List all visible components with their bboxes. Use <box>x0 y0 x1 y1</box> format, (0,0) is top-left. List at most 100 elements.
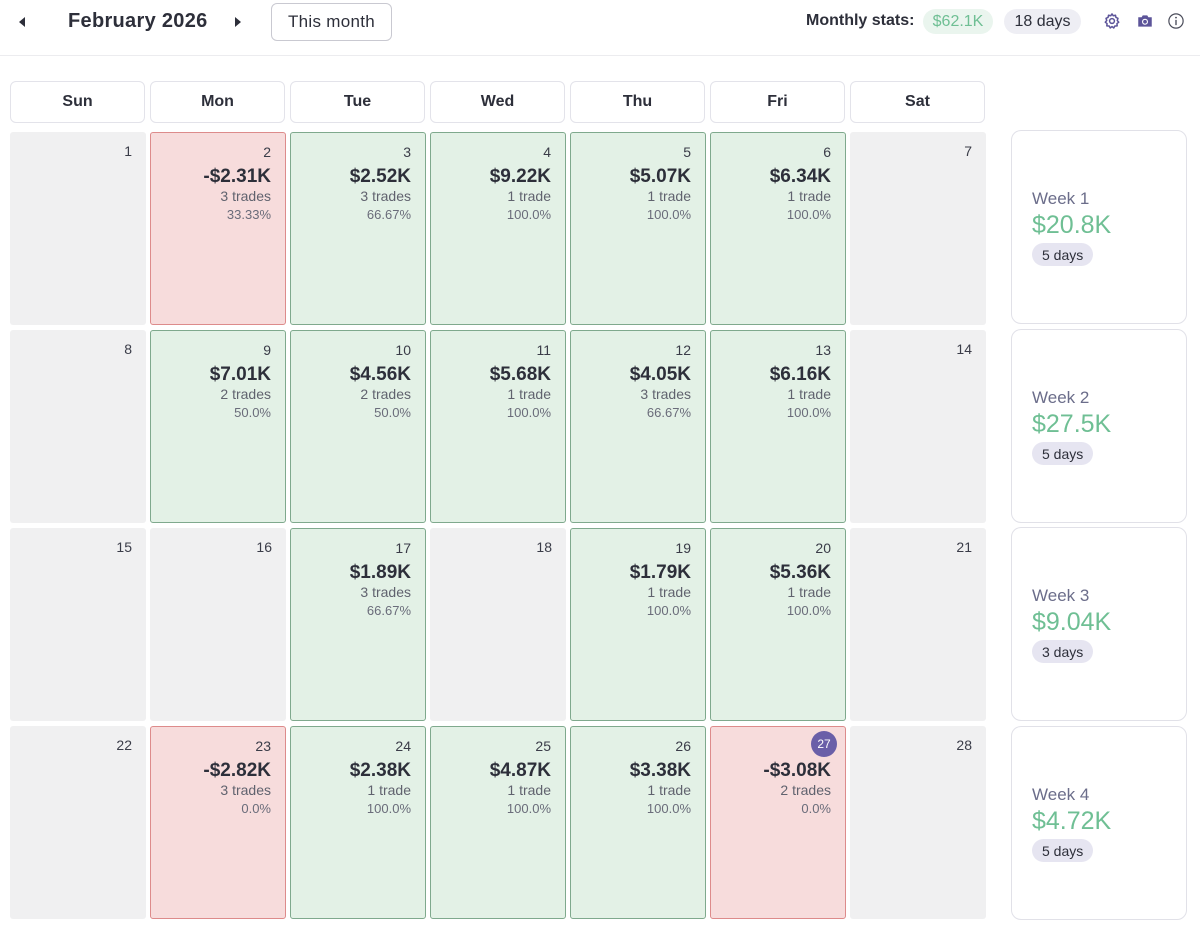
day-win-rate: 100.0% <box>506 405 551 420</box>
day-cell[interactable]: 14 <box>850 330 986 523</box>
week-summary-card[interactable]: Week 2 $27.5K 5 days <box>1011 329 1187 523</box>
day-cell[interactable]: 17 $1.89K 3 trades 66.67% <box>290 528 426 721</box>
day-cell[interactable]: 18 <box>430 528 566 721</box>
day-cell[interactable]: 11 $5.68K 1 trade 100.0% <box>430 330 566 523</box>
info-button[interactable] <box>1166 11 1186 31</box>
day-pnl: $1.79K <box>629 562 691 583</box>
caret-left-icon <box>19 17 25 27</box>
day-number: 28 <box>956 737 972 753</box>
day-win-rate: 100.0% <box>646 603 691 618</box>
day-cell[interactable]: 16 <box>150 528 286 721</box>
day-cell[interactable]: 5 $5.07K 1 trade 100.0% <box>570 132 706 325</box>
day-trade-count: 3 trades <box>360 584 411 600</box>
day-trade-count: 3 trades <box>360 188 411 204</box>
day-win-rate: 100.0% <box>786 207 831 222</box>
day-pnl: $5.36K <box>769 562 831 583</box>
previous-month-button[interactable] <box>10 10 34 34</box>
day-cell[interactable]: 15 <box>10 528 146 721</box>
week-summary-card[interactable]: Week 4 $4.72K 5 days <box>1011 726 1187 920</box>
day-cell[interactable]: 25 $4.87K 1 trade 100.0% <box>430 726 566 919</box>
day-win-rate: 100.0% <box>506 801 551 816</box>
day-cell[interactable]: 13 $6.16K 1 trade 100.0% <box>710 330 846 523</box>
day-number: 3 <box>403 144 411 160</box>
day-cell[interactable]: 22 <box>10 726 146 919</box>
day-cell[interactable]: 9 $7.01K 2 trades 50.0% <box>150 330 286 523</box>
day-win-rate: 100.0% <box>366 801 411 816</box>
day-trade-count: 2 trades <box>360 386 411 402</box>
day-pnl: -$2.82K <box>203 760 271 781</box>
day-cell[interactable]: 8 <box>10 330 146 523</box>
day-number: 24 <box>395 738 411 754</box>
day-cell[interactable]: 7 <box>850 132 986 325</box>
day-cell[interactable]: 27 -$3.08K 2 trades 0.0% <box>710 726 846 919</box>
day-number: 20 <box>815 540 831 556</box>
day-number: 7 <box>964 143 972 159</box>
day-cell[interactable]: 19 $1.79K 1 trade 100.0% <box>570 528 706 721</box>
day-trade-count: 1 trade <box>647 782 691 798</box>
day-cell[interactable]: 3 $2.52K 3 trades 66.67% <box>290 132 426 325</box>
week-summary-card[interactable]: Week 3 $9.04K 3 days <box>1011 527 1187 721</box>
day-win-rate: 100.0% <box>646 207 691 222</box>
day-number: 25 <box>535 738 551 754</box>
day-number: 4 <box>543 144 551 160</box>
day-pnl: $6.34K <box>769 166 831 187</box>
weekday-header-thu: Thu <box>570 81 705 123</box>
day-cell[interactable]: 28 <box>850 726 986 919</box>
day-number: 16 <box>256 539 272 555</box>
caret-right-icon <box>235 17 241 27</box>
day-pnl: $4.56K <box>349 364 411 385</box>
month-title: February 2026 <box>68 10 208 32</box>
day-trade-count: 1 trade <box>787 584 831 600</box>
day-cell[interactable]: 26 $3.38K 1 trade 100.0% <box>570 726 706 919</box>
day-cell[interactable]: 23 -$2.82K 3 trades 0.0% <box>150 726 286 919</box>
settings-button[interactable] <box>1102 11 1122 31</box>
day-cell[interactable]: 20 $5.36K 1 trade 100.0% <box>710 528 846 721</box>
week-label: Week 4 <box>1032 785 1090 804</box>
day-win-rate: 100.0% <box>506 207 551 222</box>
day-win-rate: 0.0% <box>241 801 271 816</box>
day-pnl: -$3.08K <box>763 760 831 781</box>
day-win-rate: 66.67% <box>366 603 411 618</box>
day-cell[interactable]: 12 $4.05K 3 trades 66.67% <box>570 330 706 523</box>
day-number: 17 <box>395 540 411 556</box>
week-pnl: $20.8K <box>1032 211 1112 239</box>
week-pnl: $9.04K <box>1032 608 1112 636</box>
day-cell[interactable]: 10 $4.56K 2 trades 50.0% <box>290 330 426 523</box>
screenshot-button[interactable] <box>1135 11 1155 31</box>
week-days-badge: 5 days <box>1032 442 1094 465</box>
day-win-rate: 100.0% <box>646 801 691 816</box>
gear-icon <box>1104 13 1120 29</box>
day-pnl: $9.22K <box>489 166 551 187</box>
day-cell[interactable]: 21 <box>850 528 986 721</box>
day-trade-count: 3 trades <box>220 188 271 204</box>
next-month-button[interactable] <box>226 10 250 34</box>
day-cell[interactable]: 2 -$2.31K 3 trades 33.33% <box>150 132 286 325</box>
day-win-rate: 100.0% <box>786 405 831 420</box>
weekday-header-wed: Wed <box>430 81 565 123</box>
day-win-rate: 0.0% <box>801 801 831 816</box>
day-pnl: $3.38K <box>629 760 691 781</box>
weekday-header-fri: Fri <box>710 81 845 123</box>
week-days-badge: 5 days <box>1032 243 1094 266</box>
week-pnl: $4.72K <box>1032 807 1112 835</box>
day-cell[interactable]: 4 $9.22K 1 trade 100.0% <box>430 132 566 325</box>
day-number: 15 <box>116 539 132 555</box>
day-number: 14 <box>956 341 972 357</box>
week-summary-card[interactable]: Week 1 $20.8K 5 days <box>1011 130 1187 324</box>
day-number: 9 <box>263 342 271 358</box>
day-trade-count: 1 trade <box>507 386 551 402</box>
day-number: 23 <box>255 738 271 754</box>
day-number: 5 <box>683 144 691 160</box>
day-number: 1 <box>124 143 132 159</box>
monthly-stats-label: Monthly stats: <box>806 12 915 29</box>
day-pnl: $5.07K <box>629 166 691 187</box>
this-month-button[interactable]: This month <box>271 3 392 41</box>
day-cell[interactable]: 24 $2.38K 1 trade 100.0% <box>290 726 426 919</box>
day-trade-count: 1 trade <box>507 782 551 798</box>
day-trade-count: 1 trade <box>367 782 411 798</box>
day-cell[interactable]: 6 $6.34K 1 trade 100.0% <box>710 132 846 325</box>
day-trade-count: 3 trades <box>220 782 271 798</box>
day-number: 6 <box>823 144 831 160</box>
day-win-rate: 33.33% <box>226 207 271 222</box>
day-cell[interactable]: 1 <box>10 132 146 325</box>
